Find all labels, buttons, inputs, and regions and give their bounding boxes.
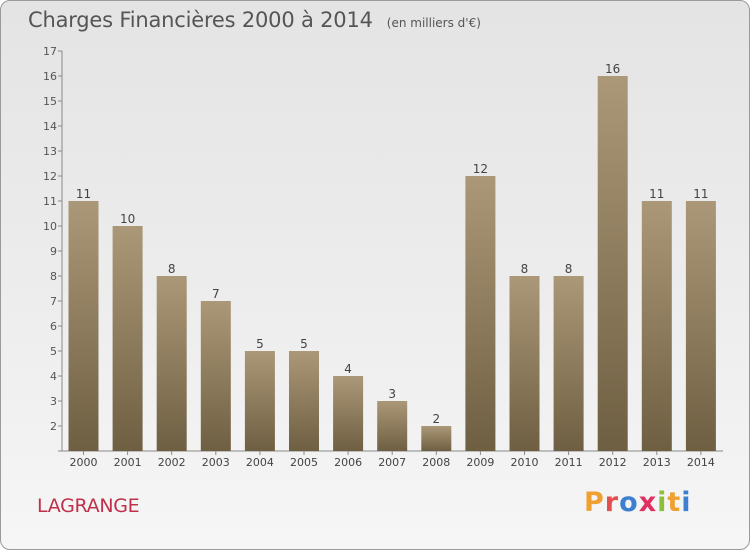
logo-letter: t — [667, 487, 682, 518]
bar — [685, 201, 716, 451]
y-tick-label: 5 — [50, 345, 57, 358]
chart-title: Charges Financières 2000 à 2014 (en milli… — [28, 8, 481, 32]
x-tick-label: 2014 — [687, 456, 715, 469]
bar — [244, 351, 275, 451]
data-label: 2 — [432, 412, 440, 426]
bar — [333, 376, 364, 451]
y-tick-label: 6 — [50, 320, 57, 333]
bar — [112, 226, 143, 451]
y-tick-label: 11 — [43, 195, 57, 208]
logo-letter: P — [584, 487, 605, 518]
y-tick-label: 9 — [50, 245, 57, 258]
y-tick-label: 12 — [43, 170, 57, 183]
x-tick-label: 2008 — [422, 456, 450, 469]
bar — [509, 276, 540, 451]
bar — [68, 201, 99, 451]
y-tick-label: 4 — [50, 370, 57, 383]
x-tick-label: 2009 — [466, 456, 494, 469]
axes: 2 3 4 5 6 7 8 9 10 11 12 13 14 15 16 17 2000 2001 2002 2003… — [43, 45, 723, 469]
proxiti-logo: Proxiti — [584, 487, 692, 518]
y-tick-label: 10 — [43, 220, 57, 233]
data-label: 16 — [605, 62, 620, 76]
data-label: 3 — [388, 387, 396, 401]
data-label: 8 — [168, 262, 176, 276]
x-tick-label: 2013 — [643, 456, 671, 469]
x-tick-label: 2011 — [555, 456, 583, 469]
y-tick-label: 13 — [43, 145, 57, 158]
data-label: 8 — [565, 262, 573, 276]
bar — [597, 76, 628, 451]
x-tick-label: 2003 — [202, 456, 230, 469]
logo-letter: o — [619, 487, 639, 518]
y-tick-label: 16 — [43, 70, 57, 83]
y-tick-label: 15 — [43, 95, 57, 108]
x-tick-label: 2010 — [511, 456, 539, 469]
bar — [421, 426, 452, 451]
y-tick-label: 8 — [50, 270, 57, 283]
bar — [465, 176, 496, 451]
bar — [641, 201, 672, 451]
x-tick-label: 2012 — [599, 456, 627, 469]
bar — [289, 351, 319, 451]
bar — [200, 301, 231, 451]
data-label: 5 — [256, 337, 264, 351]
data-label: 5 — [300, 337, 308, 351]
logo-letter: i — [681, 487, 692, 518]
x-tick-label: 2001 — [114, 456, 142, 469]
data-label: 7 — [212, 287, 220, 301]
logo-letter: i — [657, 487, 668, 518]
x-tick-label: 2004 — [246, 456, 274, 469]
y-tick-label: 2 — [50, 420, 57, 433]
y-tick-label: 3 — [50, 395, 57, 408]
chart-title-main: Charges Financières 2000 à 2014 — [28, 8, 373, 32]
bar — [553, 276, 584, 451]
x-tick-label: 2002 — [158, 456, 186, 469]
data-label: 12 — [473, 162, 488, 176]
x-tick-label: 2005 — [290, 456, 318, 469]
y-tick-label: 7 — [50, 295, 57, 308]
bar — [377, 401, 408, 451]
bars-group — [68, 76, 716, 451]
commune-name: LAGRANGE — [37, 495, 140, 517]
chart-subtitle: (en milliers d'€) — [386, 16, 481, 30]
data-label: 11 — [649, 187, 664, 201]
data-label: 10 — [120, 212, 135, 226]
y-tick-label: 17 — [43, 45, 57, 58]
data-label: 4 — [344, 362, 352, 376]
x-tick-label: 2006 — [334, 456, 362, 469]
data-labels-group: 11 10 8 7 5 5 4 3 2 12 8 8 16 11 11 — [76, 62, 709, 426]
data-label: 11 — [76, 187, 91, 201]
x-tick-label: 2007 — [378, 456, 406, 469]
data-label: 11 — [693, 187, 708, 201]
logo-letter: r — [604, 487, 620, 518]
y-tick-label: 14 — [43, 120, 57, 133]
logo-letter: x — [638, 487, 658, 518]
bar — [156, 276, 187, 451]
x-tick-label: 2000 — [70, 456, 98, 469]
data-label: 8 — [521, 262, 529, 276]
